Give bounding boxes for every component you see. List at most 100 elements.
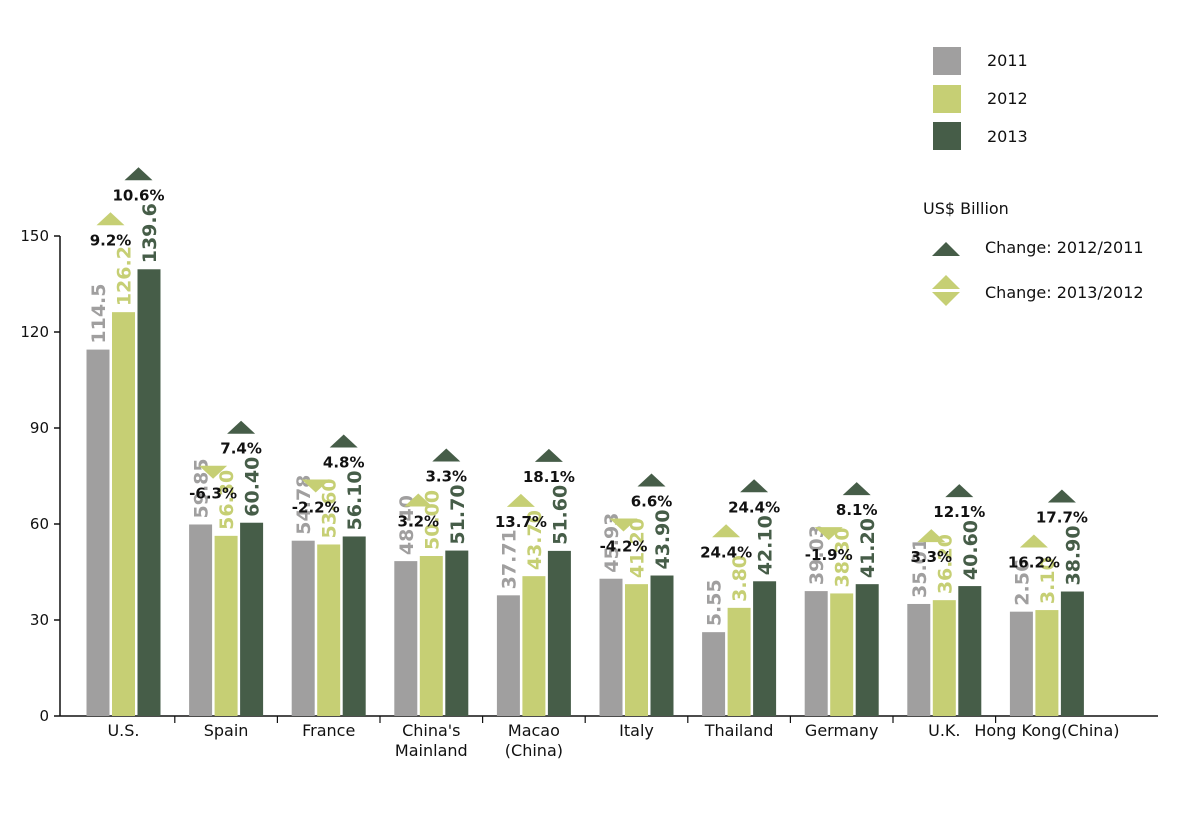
change-label-2013-2012: 18.1% <box>523 468 575 486</box>
change-label-2012-2011: -2.2% <box>292 498 340 516</box>
x-tick-label: U.K. <box>928 721 960 740</box>
value-label-2011: 37.71 <box>498 529 520 589</box>
triangle-up-icon <box>534 448 563 462</box>
bar-2013 <box>445 550 469 716</box>
change-label-2013-2012: 3.3% <box>425 468 467 486</box>
bar-2012 <box>1035 610 1059 716</box>
value-label-2011: 2.56 <box>1011 559 1033 606</box>
bar-2011 <box>1009 611 1033 716</box>
bar-2013 <box>1060 591 1084 716</box>
value-label-2011: 114.5 <box>88 283 110 343</box>
value-label-2011: 39.03 <box>806 525 828 585</box>
legend-up-triangle-icon-light <box>932 275 960 289</box>
triangle-up-icon <box>917 529 946 543</box>
legend-label-2011: 2011 <box>987 51 1028 70</box>
change-label-2012-2011: -6.3% <box>189 485 237 503</box>
legend-down-triangle-icon <box>932 292 960 306</box>
triangle-up-icon <box>842 482 871 496</box>
triangle-up-icon <box>96 212 125 226</box>
value-label-2011: 35.01 <box>909 538 931 598</box>
bar-2012 <box>625 584 648 716</box>
bar-2013 <box>137 269 161 716</box>
legend-unit: US$ Billion <box>923 199 1009 218</box>
triangle-up-icon <box>329 434 358 448</box>
value-label-2012: 56.30 <box>216 470 238 530</box>
value-label-2012: 3.10 <box>1037 557 1059 604</box>
legend-change-up-label: Change: 2012/2011 <box>985 238 1144 257</box>
bar-2012 <box>419 556 443 716</box>
bar-2012 <box>727 607 751 716</box>
x-tick-label: France <box>302 721 355 740</box>
x-tick-label: China's Mainland <box>395 721 468 760</box>
triangle-up-icon <box>404 493 433 507</box>
value-label-2013: 42.10 <box>755 515 777 575</box>
triangle-up-icon <box>227 420 256 434</box>
value-label-2011: 45.93 <box>601 513 623 573</box>
bar-2011 <box>804 591 828 716</box>
change-label-2013-2012: 4.8% <box>323 453 365 471</box>
y-tick-label: 90 <box>30 419 49 437</box>
bar-2013 <box>958 586 982 716</box>
bar-2012 <box>112 312 135 716</box>
triangle-up-icon <box>712 524 741 538</box>
value-label-2012: 43.70 <box>524 510 546 570</box>
change-label-2012-2011: -1.9% <box>805 546 853 564</box>
change-label-2012-2011: -4.2% <box>600 538 648 556</box>
value-label-2011: 5.55 <box>704 579 726 626</box>
legend-label-2013: 2013 <box>987 127 1028 146</box>
bar-2011 <box>907 603 931 716</box>
value-label-2011: 48.40 <box>396 495 418 555</box>
triangle-down-icon <box>814 527 843 541</box>
value-label-2012: 126.2 <box>114 246 136 306</box>
x-tick-label: Macao (China) <box>505 721 563 760</box>
x-tick-label: Hong Kong(China) <box>974 721 1119 740</box>
y-tick-label: 150 <box>20 227 49 245</box>
legend-label-2012: 2012 <box>987 89 1028 108</box>
bar-2013 <box>547 550 571 716</box>
bar-2012 <box>317 544 341 716</box>
bar-2012 <box>932 600 956 716</box>
x-tick-label: Germany <box>805 721 879 740</box>
legend-swatch-2012 <box>933 85 961 113</box>
value-label-2013: 43.90 <box>652 509 674 569</box>
bar-2013 <box>240 522 264 716</box>
y-tick-label: 120 <box>20 323 49 341</box>
legend: 2011 2012 2013 US$ Billion Change: 2012/… <box>923 47 1144 306</box>
triangle-down-icon <box>609 518 638 532</box>
axes: 0 30 60 90 120 150 U.S. Spain France China's Mainl… <box>20 227 1158 760</box>
value-label-2013: 51.60 <box>549 485 571 545</box>
bar-2012 <box>522 576 546 716</box>
legend-swatch-2013 <box>933 122 961 150</box>
change-label-2012-2011: 24.4% <box>700 543 752 561</box>
legend-up-triangle-icon <box>932 242 960 256</box>
triangle-up-icon <box>637 473 666 487</box>
change-label-2012-2011: 13.7% <box>495 513 547 531</box>
change-label-2012-2011: 3.3% <box>910 548 952 566</box>
value-label-2011: 59.85 <box>191 458 213 518</box>
change-label-2012-2011: 16.2% <box>1008 554 1060 572</box>
legend-change-down-label: Change: 2013/2012 <box>985 283 1144 302</box>
bar-2013 <box>753 581 777 716</box>
value-label-2013: 40.60 <box>960 520 982 580</box>
change-label-2013-2012: 24.4% <box>728 498 780 516</box>
y-tick-label: 60 <box>30 515 49 533</box>
value-label-2012: 41.20 <box>627 518 649 578</box>
value-label-2012: 38.30 <box>832 527 854 587</box>
value-label-2013: 41.20 <box>857 518 879 578</box>
bar-2012 <box>830 593 854 716</box>
bar-2011 <box>291 540 315 716</box>
bar-2013 <box>650 575 674 716</box>
bar-2011 <box>599 578 623 716</box>
x-tick-label: Italy <box>619 721 654 740</box>
value-label-2012: 3.80 <box>729 555 751 602</box>
triangle-down-icon <box>301 479 330 493</box>
bar-2012 <box>214 535 238 716</box>
legend-swatch-2011 <box>933 47 961 75</box>
x-tick-label: Spain <box>204 721 249 740</box>
bar-2011 <box>702 632 726 716</box>
change-label-2013-2012: 12.1% <box>933 503 985 521</box>
change-label-2012-2011: 3.2% <box>397 513 439 531</box>
value-label-2012: 36.20 <box>934 534 956 594</box>
bar-2013 <box>855 584 879 716</box>
change-label-2013-2012: 8.1% <box>836 501 878 519</box>
